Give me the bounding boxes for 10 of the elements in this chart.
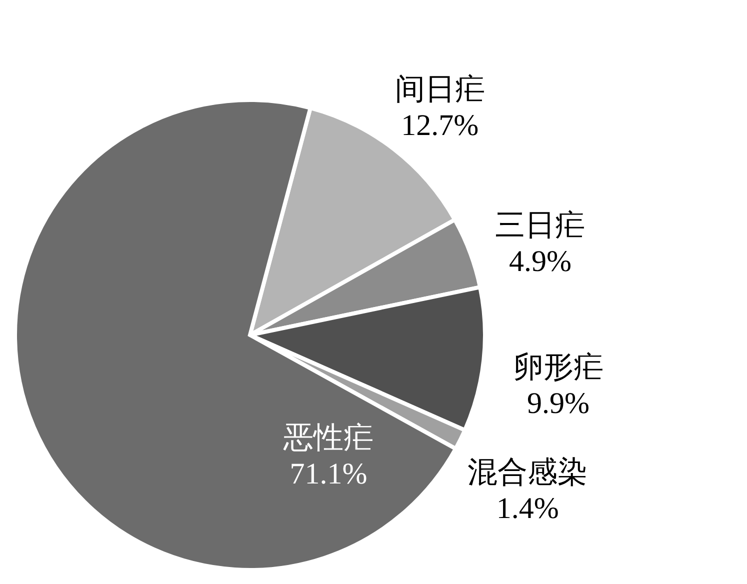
data-label: 9.9% — [527, 386, 590, 420]
data-label: 4.9% — [509, 245, 572, 278]
slice-label: 恶性疟 — [282, 422, 374, 455]
data-label: 1.4% — [496, 492, 559, 525]
data-label: 12.7% — [401, 108, 479, 142]
slice-label: 混合感染 — [468, 456, 588, 489]
slice-label: 三日疟 — [495, 209, 586, 242]
data-label: 71.1% — [290, 458, 368, 491]
slice-label: 间日疟 — [394, 72, 485, 106]
slice-label: 卵形疟 — [513, 350, 604, 384]
